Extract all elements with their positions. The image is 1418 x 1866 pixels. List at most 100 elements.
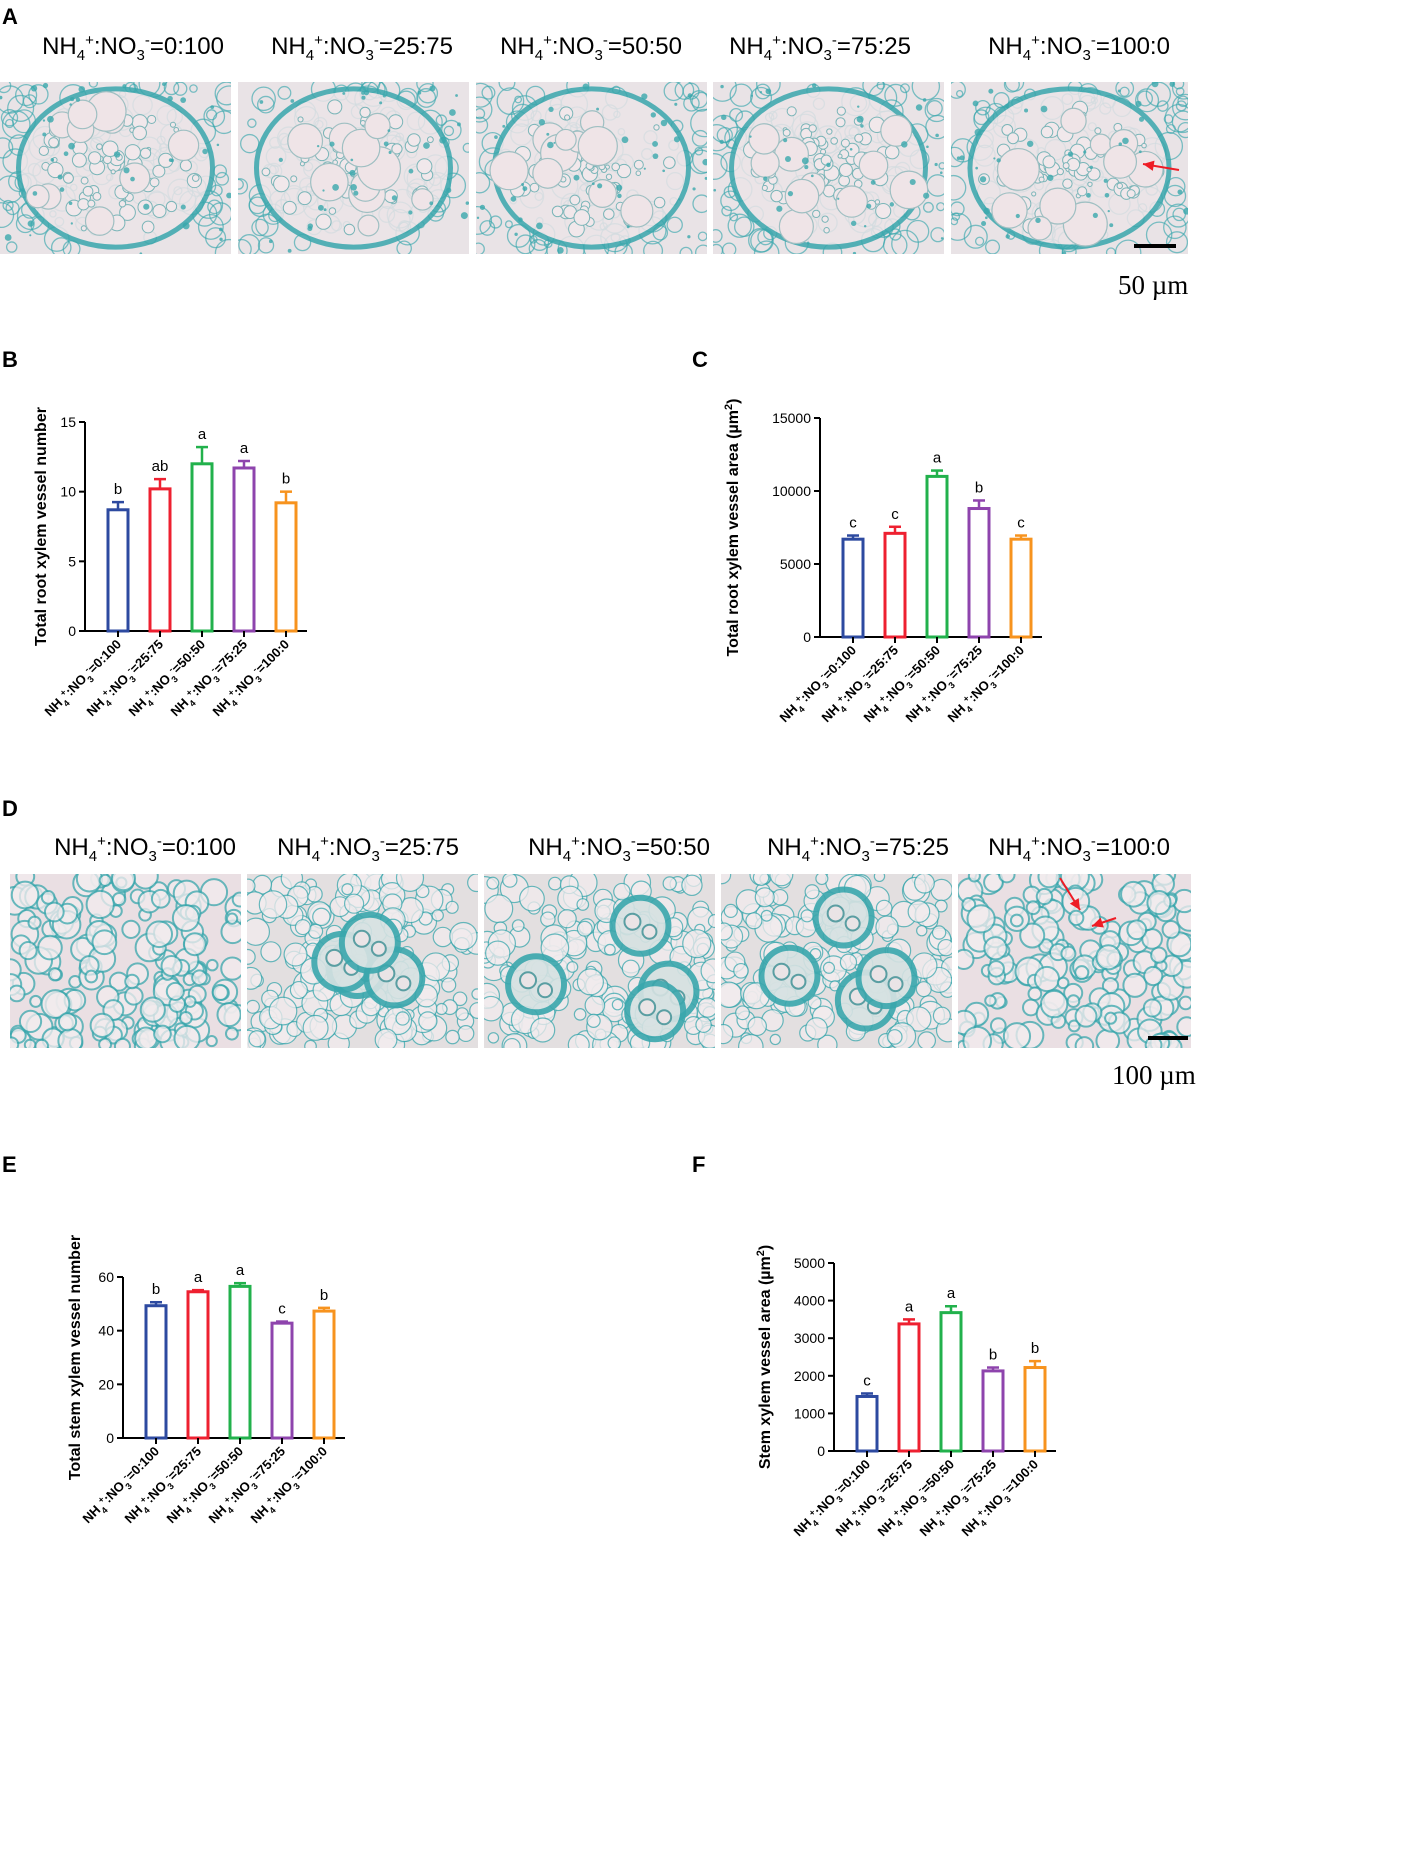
panel-letter-f: F <box>692 1152 705 1177</box>
scale-bar-label-a: 50 µm <box>1118 270 1189 300</box>
significance-2: a <box>905 1298 914 1315</box>
y-tick-label: 10 <box>60 484 76 500</box>
bar-5 <box>1023 1366 1047 1453</box>
bar-5 <box>1009 537 1033 639</box>
significance-4: c <box>278 1301 286 1318</box>
significance-2: ab <box>152 458 169 475</box>
significance-3: a <box>947 1285 956 1302</box>
y-tick-label: 60 <box>98 1269 114 1285</box>
panel-d-micrograph-5 <box>958 874 1191 1048</box>
bar-1 <box>841 537 865 639</box>
scale-bar-d <box>1148 1036 1188 1040</box>
panel-d-label-0-100: NH4+:NO3-=0:100 <box>54 833 236 865</box>
y-tick-label: 1000 <box>794 1405 825 1421</box>
bar-3 <box>228 1284 252 1440</box>
y-tick-label: 20 <box>98 1376 114 1392</box>
category-label-5: NH4+:NO3-=100:0 <box>247 1443 333 1529</box>
panel-a-micrograph-1 <box>0 82 231 254</box>
bar-4 <box>270 1321 294 1440</box>
panel-a-micrograph-5 <box>951 82 1188 254</box>
y-tick-label: 0 <box>106 1430 114 1446</box>
panel-d-label-100-0: NH4+:NO3-=100:0 <box>988 833 1170 865</box>
bar-4 <box>967 507 991 639</box>
significance-1: c <box>849 515 857 532</box>
significance-1: b <box>152 1281 160 1298</box>
y-tick-label: 0 <box>68 623 76 639</box>
bar-3 <box>190 462 214 633</box>
significance-3: a <box>236 1262 245 1279</box>
panel-d-label-25-75: NH4+:NO3-=25:75 <box>277 833 459 865</box>
panel-d-micrograph-1 <box>10 874 241 1048</box>
panel-a-label-75-25: NH4+:NO3-=75:25 <box>729 32 911 64</box>
y-tick-label: 3000 <box>794 1330 825 1346</box>
chart-f-stem-vessel-area: F 0 1000 2000 3000 4000 5000 Stem xylem vessel … <box>692 1152 1056 1542</box>
category-label-5: NH4+:NO3-=100:0 <box>944 642 1030 728</box>
significance-3: a <box>933 450 942 467</box>
panel-a-label-50-50: NH4+:NO3-=50:50 <box>500 32 682 64</box>
bar-5 <box>274 501 298 633</box>
significance-5: c <box>1017 515 1025 532</box>
bar-2 <box>883 531 907 639</box>
y-tick-label: 10000 <box>772 483 811 499</box>
y-tick-label: 5000 <box>794 1255 825 1271</box>
bar-2 <box>148 487 172 633</box>
panel-a-micrograph-4 <box>713 82 944 254</box>
y-tick-label: 2000 <box>794 1368 825 1384</box>
panel-a-label-100-0: NH4+:NO3-=100:0 <box>988 32 1170 64</box>
panel-letter-a: A <box>2 4 18 29</box>
panel-a-micrograph-2 <box>238 82 469 254</box>
panel-letter-c: C <box>692 347 708 372</box>
panel-letter-e: E <box>2 1152 17 1177</box>
significance-2: a <box>194 1269 203 1286</box>
panel-d-micrograph-4 <box>721 874 952 1048</box>
significance-4: b <box>989 1347 997 1364</box>
y-tick-label: 15 <box>60 414 76 430</box>
panel-a-label-25-75: NH4+:NO3-=25:75 <box>271 32 453 64</box>
category-label-5: NH4+:NO3-=100:0 <box>209 636 295 722</box>
panel-d-micrograph-3 <box>484 874 715 1048</box>
panel-a-micrograph-3 <box>476 82 707 254</box>
chart-b-root-vessel-number: B 0 5 10 15 Total root xylem vessel number b NH… <box>2 347 307 722</box>
y-axis-label: Total stem xylem vessel number <box>67 1235 84 1480</box>
panel-d-label-50-50: NH4+:NO3-=50:50 <box>528 833 710 865</box>
bar-2 <box>897 1322 921 1453</box>
panel-d-label-75-25: NH4+:NO3-=75:25 <box>767 833 949 865</box>
scale-bar-label-d: 100 µm <box>1112 1060 1196 1090</box>
panel-a-label-0-100: NH4+:NO3-=0:100 <box>42 32 224 64</box>
bar-1 <box>144 1304 168 1440</box>
bar-1 <box>855 1394 879 1453</box>
significance-4: a <box>240 440 249 457</box>
y-tick-label: 0 <box>803 629 811 645</box>
panel-d-micrograph-2 <box>247 874 478 1048</box>
significance-5: b <box>282 471 290 488</box>
scale-bar-a <box>1134 244 1176 248</box>
bar-3 <box>939 1311 963 1453</box>
significance-3: a <box>198 426 207 443</box>
y-axis-label: Stem xylem vessel area (µm2) <box>755 1245 774 1469</box>
y-tick-label: 5000 <box>780 556 811 572</box>
panel-letter-b: B <box>2 347 18 372</box>
significance-1: c <box>863 1372 871 1389</box>
y-axis-label: Total root xylem vessel number <box>33 407 50 646</box>
panel-letter-d: D <box>2 796 18 821</box>
bar-2 <box>186 1290 210 1440</box>
significance-4: b <box>975 479 983 496</box>
bar-4 <box>981 1369 1005 1453</box>
category-label-5: NH4+:NO3-=100:0 <box>958 1456 1044 1542</box>
y-tick-label: 0 <box>817 1443 825 1459</box>
bar-4 <box>232 466 256 633</box>
chart-c-root-vessel-area: C 0 5000 10000 15000 Total root xylem vessel … <box>692 347 1042 728</box>
bar-3 <box>925 474 949 639</box>
significance-5: b <box>1031 1340 1039 1357</box>
chart-e-stem-vessel-number: E 0 20 40 60 Total stem xylem vessel number b N… <box>2 1152 345 1529</box>
bar-1 <box>106 508 130 633</box>
y-tick-label: 4000 <box>794 1293 825 1309</box>
y-tick-label: 40 <box>98 1323 114 1339</box>
y-axis-label: Total root xylem vessel area (µm2) <box>723 399 742 657</box>
significance-5: b <box>320 1287 328 1304</box>
significance-2: c <box>891 506 899 523</box>
y-tick-label: 5 <box>68 553 76 569</box>
bar-5 <box>312 1309 336 1440</box>
y-tick-label: 15000 <box>772 410 811 426</box>
